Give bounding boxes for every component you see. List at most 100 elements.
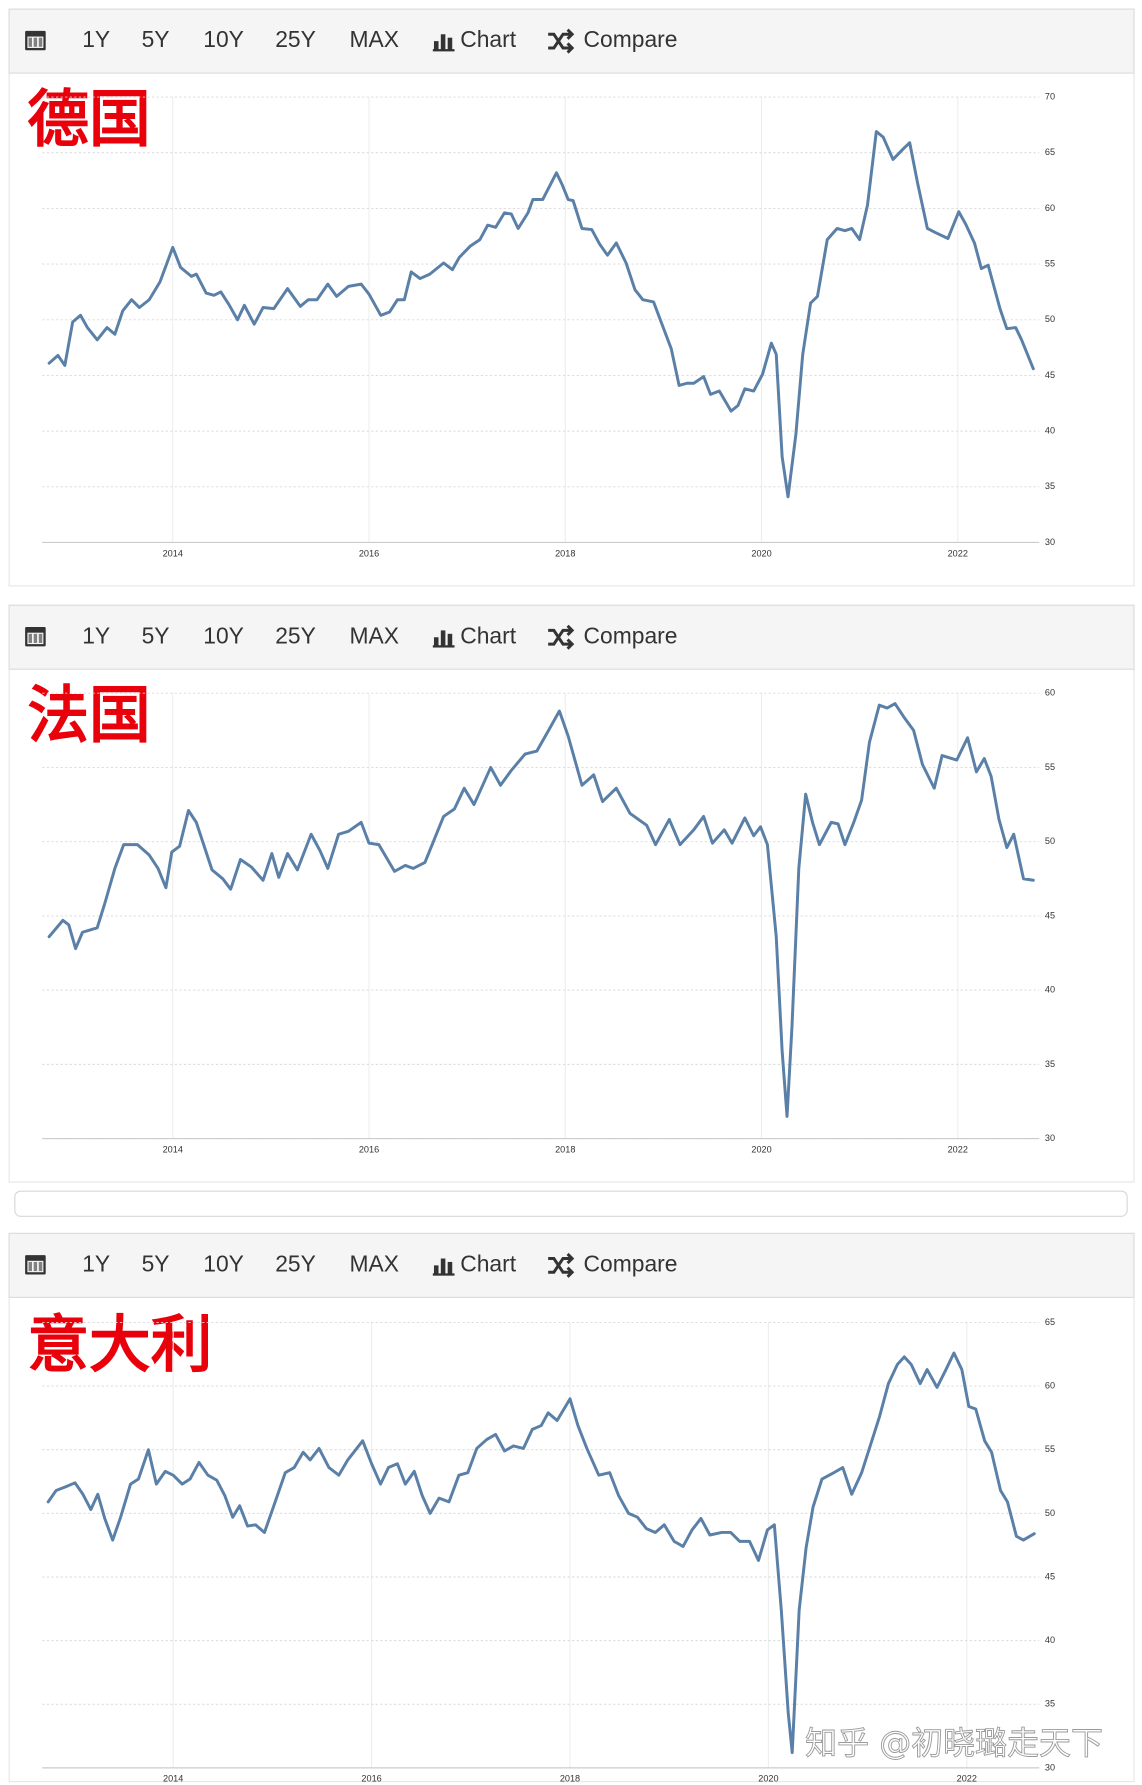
y-tick-label: 55 [1045, 1444, 1055, 1454]
y-tick-label: 45 [1045, 370, 1055, 380]
toolbar-button[interactable]: 1Y [82, 1250, 110, 1276]
y-tick-label: 45 [1045, 910, 1055, 920]
chart-icon-bar [433, 41, 439, 51]
y-tick-label: 60 [1045, 688, 1055, 698]
y-tick-label: 65 [1045, 1317, 1055, 1327]
chart-icon-bar [440, 630, 446, 647]
y-tick-label: 30 [1045, 1133, 1055, 1143]
toolbar-button[interactable]: 10Y [203, 1250, 244, 1276]
y-tick-label: 65 [1045, 147, 1055, 157]
y-tick-label: 45 [1045, 1571, 1055, 1581]
calendar-grid [33, 633, 38, 643]
chart-icon-base [432, 49, 455, 52]
x-tick-label: 2020 [751, 548, 771, 558]
calendar-grid [38, 633, 43, 643]
y-tick-label: 40 [1045, 985, 1055, 995]
toolbar: 1Y 5Y 10Y 25Y MAX Chart Compare [8, 8, 1135, 74]
y-tick-label: 60 [1045, 203, 1055, 213]
calendar-grid [33, 1261, 38, 1272]
compare-icon [548, 28, 575, 54]
toolbar-button[interactable]: Chart [460, 1250, 516, 1276]
calendar-grid [28, 37, 32, 47]
panel-frame [8, 1232, 1135, 1783]
y-tick-label: 30 [1045, 1762, 1055, 1772]
y-tick-label: 40 [1045, 1635, 1055, 1645]
x-tick-label: 2022 [948, 548, 968, 558]
toolbar: 1Y 5Y 10Y 25Y MAX Chart Compare [8, 1232, 1135, 1298]
chart-icon-bar [447, 1261, 453, 1275]
toolbar-bg [8, 8, 1135, 74]
toolbar-button[interactable]: 25Y [275, 622, 316, 648]
toolbar-button[interactable]: 10Y [203, 622, 244, 648]
chart-icon-bar [433, 637, 439, 647]
chart-panel: 1Y 5Y 10Y 25Y MAX Chart Compare 法国 2014 2016 2018 2… [8, 604, 1135, 1183]
toolbar-button[interactable]: Compare [584, 1250, 678, 1276]
empty-panel [14, 1190, 1128, 1217]
toolbar-button[interactable]: 5Y [142, 26, 170, 52]
toolbar-button[interactable]: Compare [584, 26, 678, 52]
calendar-grid [33, 37, 38, 47]
chart-title: 德国 [27, 83, 150, 155]
x-tick-label: 2020 [758, 1774, 778, 1784]
y-tick-label: 35 [1045, 1059, 1055, 1069]
y-tick-label: 35 [1045, 1699, 1055, 1709]
x-tick-label: 2016 [359, 1144, 379, 1154]
x-tick-label: 2020 [751, 1144, 771, 1154]
toolbar-button[interactable]: Compare [584, 622, 678, 648]
toolbar-button[interactable]: Chart [460, 26, 516, 52]
chart-title: 意大利 [27, 1309, 212, 1381]
y-tick-label: 60 [1045, 1381, 1055, 1391]
calendar-grid [38, 37, 43, 47]
toolbar-button[interactable]: MAX [349, 26, 398, 52]
chart-icon-bar [440, 1258, 446, 1275]
watermark: 知乎 @初晓璐走天下 [805, 1724, 1103, 1762]
toolbar-button[interactable]: 5Y [142, 622, 170, 648]
toolbar-button[interactable]: Chart [460, 622, 516, 648]
data-line [47, 702, 1035, 1118]
y-tick-label: 55 [1045, 762, 1055, 772]
toolbar-button[interactable]: 25Y [275, 1250, 316, 1276]
calendar-grid [28, 1261, 32, 1272]
x-tick-label: 2022 [957, 1774, 977, 1784]
toolbar-button[interactable]: 25Y [275, 26, 316, 52]
chart-icon-bar [433, 1265, 439, 1275]
y-tick-label: 35 [1045, 481, 1055, 491]
chart-icon-base [432, 645, 455, 648]
y-tick-label: 55 [1045, 259, 1055, 269]
chart-title: 法国 [27, 680, 150, 752]
toolbar-bg [8, 604, 1135, 670]
y-tick-label: 50 [1045, 1508, 1055, 1518]
compare-icon [548, 624, 575, 650]
panel-frame [8, 8, 1135, 587]
y-tick-label: 30 [1045, 537, 1055, 547]
chart-icon-bar [440, 34, 446, 51]
toolbar-bg [8, 1232, 1135, 1298]
y-tick-label: 50 [1045, 836, 1055, 846]
y-tick-label: 70 [1045, 91, 1055, 101]
chart-icon-bar [447, 37, 453, 51]
calendar-grid [38, 1261, 43, 1272]
toolbar-button[interactable]: MAX [349, 622, 398, 648]
x-tick-label: 2014 [163, 1774, 183, 1784]
y-tick-label: 40 [1045, 426, 1055, 436]
x-tick-label: 2018 [555, 548, 575, 558]
chart-panel: 1Y 5Y 10Y 25Y MAX Chart Compare 意大利 2014 2016 2018… [8, 1232, 1135, 1784]
toolbar: 1Y 5Y 10Y 25Y MAX Chart Compare [8, 604, 1135, 670]
calendar-grid [28, 633, 32, 643]
panel-frame [8, 604, 1135, 1183]
toolbar-button[interactable]: 10Y [203, 26, 244, 52]
data-line [46, 1351, 1036, 1755]
chart-icon-bar [447, 633, 453, 647]
x-tick-label: 2014 [163, 1144, 183, 1154]
compare-icon [548, 1252, 575, 1278]
toolbar-button[interactable]: MAX [349, 1250, 398, 1276]
y-tick-label: 50 [1045, 314, 1055, 324]
x-tick-label: 2014 [163, 548, 183, 558]
toolbar-button[interactable]: 1Y [82, 622, 110, 648]
toolbar-button[interactable]: 1Y [82, 26, 110, 52]
x-tick-label: 2016 [361, 1774, 381, 1784]
data-line [47, 130, 1035, 499]
toolbar-button[interactable]: 5Y [142, 1250, 170, 1276]
